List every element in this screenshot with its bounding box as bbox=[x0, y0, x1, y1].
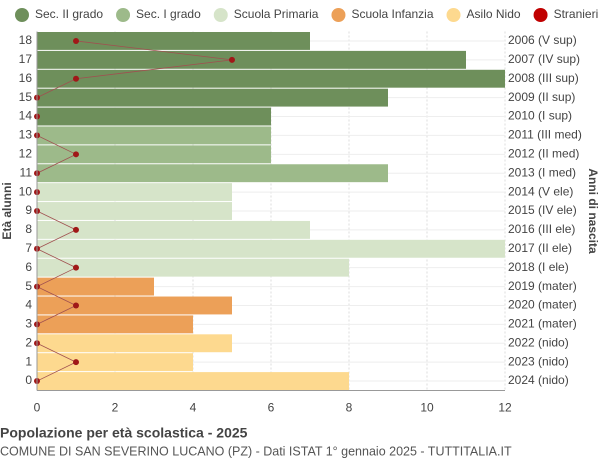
x-tick-label: 0 bbox=[34, 401, 41, 415]
y-tick-label: 13 bbox=[19, 128, 33, 142]
bar bbox=[37, 88, 388, 107]
y2-tick-label: 2020 (mater) bbox=[508, 298, 577, 312]
bar bbox=[37, 353, 193, 372]
legend-marker bbox=[15, 8, 29, 22]
y-tick-label: 12 bbox=[19, 146, 33, 160]
bar bbox=[37, 296, 232, 315]
y2-tick-label: 2012 (II med) bbox=[508, 146, 579, 160]
chart-subtitle: COMUNE DI SAN SEVERINO LUCANO (PZ) - Dat… bbox=[0, 444, 512, 458]
point bbox=[73, 37, 79, 44]
bar bbox=[37, 202, 232, 220]
x-tick-label: 6 bbox=[268, 401, 275, 415]
bar bbox=[37, 334, 232, 353]
y-tick-label: 16 bbox=[19, 71, 33, 85]
bar bbox=[37, 183, 232, 202]
bar bbox=[37, 145, 271, 164]
y2-tick-label: 2006 (V sup) bbox=[508, 33, 577, 47]
x-tick-label: 10 bbox=[420, 401, 434, 415]
y2-tick-label: 2022 (nido) bbox=[508, 335, 569, 349]
point bbox=[73, 226, 79, 233]
y2-tick-label: 2010 (I sup) bbox=[508, 109, 572, 123]
x-tick-label: 8 bbox=[346, 401, 353, 415]
bar bbox=[37, 220, 310, 239]
y-tick-label: 0 bbox=[25, 373, 32, 387]
y-tick-label: 17 bbox=[19, 52, 33, 66]
y-tick-label: 14 bbox=[19, 109, 33, 123]
y-tick-label: 7 bbox=[25, 241, 32, 255]
bar bbox=[37, 315, 193, 334]
y2-tick-label: 2017 (II ele) bbox=[508, 241, 572, 255]
y2-tick-label: 2011 (III med) bbox=[508, 128, 582, 142]
point bbox=[73, 264, 79, 271]
legend-marker bbox=[331, 8, 346, 22]
bar bbox=[37, 372, 349, 390]
x-tick-label: 12 bbox=[498, 401, 512, 415]
legend-marker bbox=[116, 8, 131, 22]
legend-marker bbox=[533, 8, 548, 22]
point bbox=[73, 302, 79, 309]
legend-label: Scuola Infanzia bbox=[351, 7, 433, 21]
legend-label: Sec. II grado bbox=[35, 7, 103, 21]
bar bbox=[37, 107, 271, 126]
legend-label: Asilo Nido bbox=[467, 7, 521, 21]
point bbox=[73, 151, 79, 158]
y2-axis-label: Anni di nascita bbox=[586, 168, 600, 254]
y2-tick-label: 2024 (nido) bbox=[508, 373, 569, 387]
legend-label: Scuola Primaria bbox=[234, 7, 319, 21]
y2-tick-label: 2023 (nido) bbox=[508, 354, 569, 368]
y-tick-label: 1 bbox=[25, 354, 32, 368]
y-tick-label: 11 bbox=[20, 165, 33, 179]
y2-tick-label: 2021 (mater) bbox=[508, 317, 577, 331]
bar bbox=[37, 50, 466, 69]
bar bbox=[37, 126, 271, 145]
y-tick-label: 10 bbox=[19, 184, 33, 198]
y-axis-label: Età alunni bbox=[0, 182, 14, 239]
bar bbox=[37, 164, 388, 183]
legend-label: Sec. I grado bbox=[136, 7, 201, 21]
point bbox=[229, 56, 235, 63]
legend-marker bbox=[213, 8, 228, 22]
bar bbox=[37, 258, 349, 277]
y2-tick-label: 2008 (III sup) bbox=[508, 71, 579, 85]
y-tick-label: 3 bbox=[25, 317, 32, 331]
y-tick-label: 15 bbox=[19, 90, 33, 104]
y-tick-label: 9 bbox=[25, 203, 32, 217]
bar bbox=[37, 69, 505, 88]
y2-tick-label: 2013 (I med) bbox=[508, 165, 576, 179]
x-tick-label: 4 bbox=[190, 401, 197, 415]
y-tick-label: 5 bbox=[25, 279, 32, 293]
y-tick-label: 8 bbox=[25, 222, 32, 236]
y2-tick-label: 2007 (IV sup) bbox=[508, 52, 580, 66]
bar bbox=[37, 277, 154, 296]
y2-tick-label: 2016 (III ele) bbox=[508, 222, 575, 236]
y2-tick-label: 2019 (mater) bbox=[508, 279, 577, 293]
bar bbox=[37, 32, 310, 50]
y-tick-label: 4 bbox=[25, 298, 32, 312]
chart-title: Popolazione per età scolastica - 2025 bbox=[0, 425, 248, 441]
y2-tick-label: 2015 (IV ele) bbox=[508, 203, 577, 217]
y-tick-label: 18 bbox=[19, 33, 33, 47]
legend-label: Stranieri bbox=[554, 7, 599, 21]
y2-tick-label: 2018 (I ele) bbox=[508, 260, 569, 274]
y2-tick-label: 2009 (II sup) bbox=[508, 90, 575, 104]
point bbox=[73, 359, 79, 366]
point bbox=[73, 75, 79, 82]
y-tick-label: 2 bbox=[25, 335, 32, 349]
legend-marker bbox=[446, 8, 461, 22]
y2-tick-label: 2014 (V ele) bbox=[508, 184, 573, 198]
x-tick-label: 2 bbox=[112, 401, 119, 415]
y-tick-label: 6 bbox=[25, 260, 32, 274]
bar bbox=[37, 239, 505, 258]
